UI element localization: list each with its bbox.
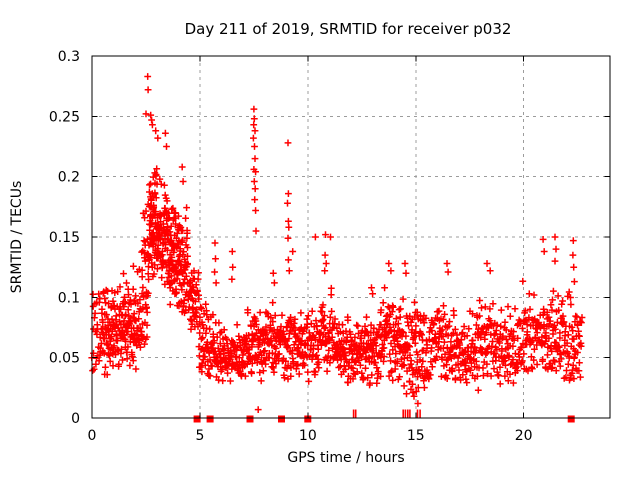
event-markers — [193, 409, 575, 423]
y-tick-label: 0.05 — [49, 351, 80, 367]
y-tick-label: 0.15 — [49, 230, 80, 246]
y-tick-label: 0.2 — [58, 170, 80, 186]
x-tick-label: 15 — [407, 428, 425, 444]
event-tick-markers — [352, 409, 421, 419]
x-tick-label: 10 — [299, 428, 317, 444]
x-tick-label: 20 — [515, 428, 533, 444]
y-tick-label: 0.25 — [49, 109, 80, 125]
y-tick-label: 0 — [71, 411, 80, 427]
tick-marks — [91, 55, 610, 419]
x-axis-label: GPS time / hours — [287, 450, 404, 466]
x-tick-label: 0 — [88, 428, 97, 444]
axis-ticks — [91, 55, 610, 419]
y-tick-label: 0.1 — [58, 290, 80, 306]
y-axis-label: SRMTID / TECUs — [9, 181, 25, 294]
chart-title: Day 211 of 2019, SRMTID for receiver p03… — [185, 20, 512, 38]
x-tick-label: 5 — [195, 428, 204, 444]
y-tick-label: 0.3 — [58, 49, 80, 65]
event-square-markers — [193, 415, 575, 423]
srmtid-points-path — [88, 73, 586, 413]
axis-tick-labels: 0 5 10 15 20 0 0.05 0.1 0.15 0.2 0.25 0.3 — [49, 49, 533, 444]
data-points-scatter — [88, 73, 586, 413]
gridlines — [92, 56, 610, 418]
